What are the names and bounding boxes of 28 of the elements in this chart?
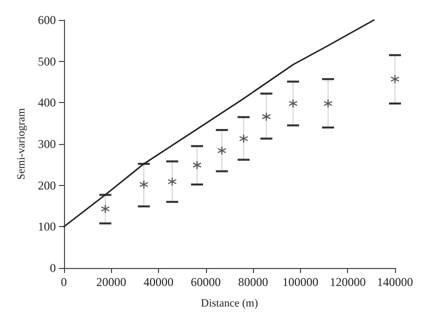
y-tick-label: 600 [38, 13, 56, 27]
y-tick-label: 400 [38, 96, 56, 110]
x-tick-label: 0 [60, 275, 67, 289]
x-tick-label: 140000 [377, 275, 413, 289]
x-tick-label: 40000 [144, 275, 174, 289]
point [192, 160, 202, 170]
x-tick-label: 120000 [330, 275, 366, 289]
point [100, 204, 110, 214]
x-tick-label: 80000 [238, 275, 268, 289]
y-tick-label: 300 [38, 137, 56, 151]
y-axis-title: Semi-variogram [16, 108, 28, 180]
point [262, 112, 271, 122]
point [323, 98, 333, 108]
point [168, 177, 177, 186]
point [139, 180, 148, 190]
point [288, 98, 298, 108]
x-tick-label: 100000 [282, 275, 318, 289]
y-tick-label: 500 [38, 54, 56, 68]
y-tick-label: 100 [38, 220, 56, 234]
point [239, 134, 248, 144]
line-series [63, 19, 375, 228]
y-tick-label: 0 [50, 261, 56, 275]
x-axis-title: Distance (m) [200, 298, 258, 310]
x-tick-label: 20000 [96, 275, 126, 289]
x-tick-label: 60000 [190, 275, 221, 289]
point [390, 74, 400, 84]
point [217, 146, 226, 156]
y-tick-label: 200 [38, 178, 56, 192]
